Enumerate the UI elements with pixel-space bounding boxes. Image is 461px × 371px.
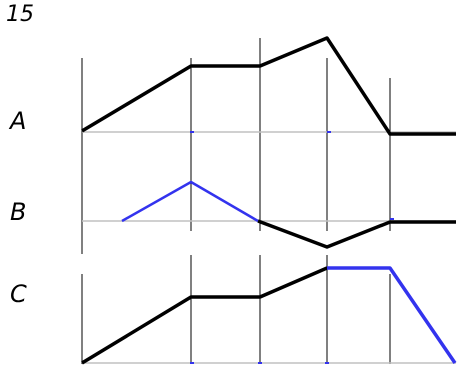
row-label-b: B (10, 198, 27, 226)
graph-b-blue-line (121, 180, 259, 223)
graph-a-line (81, 36, 456, 136)
graph-c-blue-line (327, 266, 457, 364)
figure-number: 15 (6, 2, 34, 27)
row-label-c: C (10, 280, 27, 308)
baseline-ticks (190, 131, 394, 364)
vertical-guides (81, 38, 391, 364)
graph-c-black-line (81, 266, 328, 365)
row-label-a: A (10, 107, 27, 135)
graph-b-black-line (257, 219, 456, 249)
